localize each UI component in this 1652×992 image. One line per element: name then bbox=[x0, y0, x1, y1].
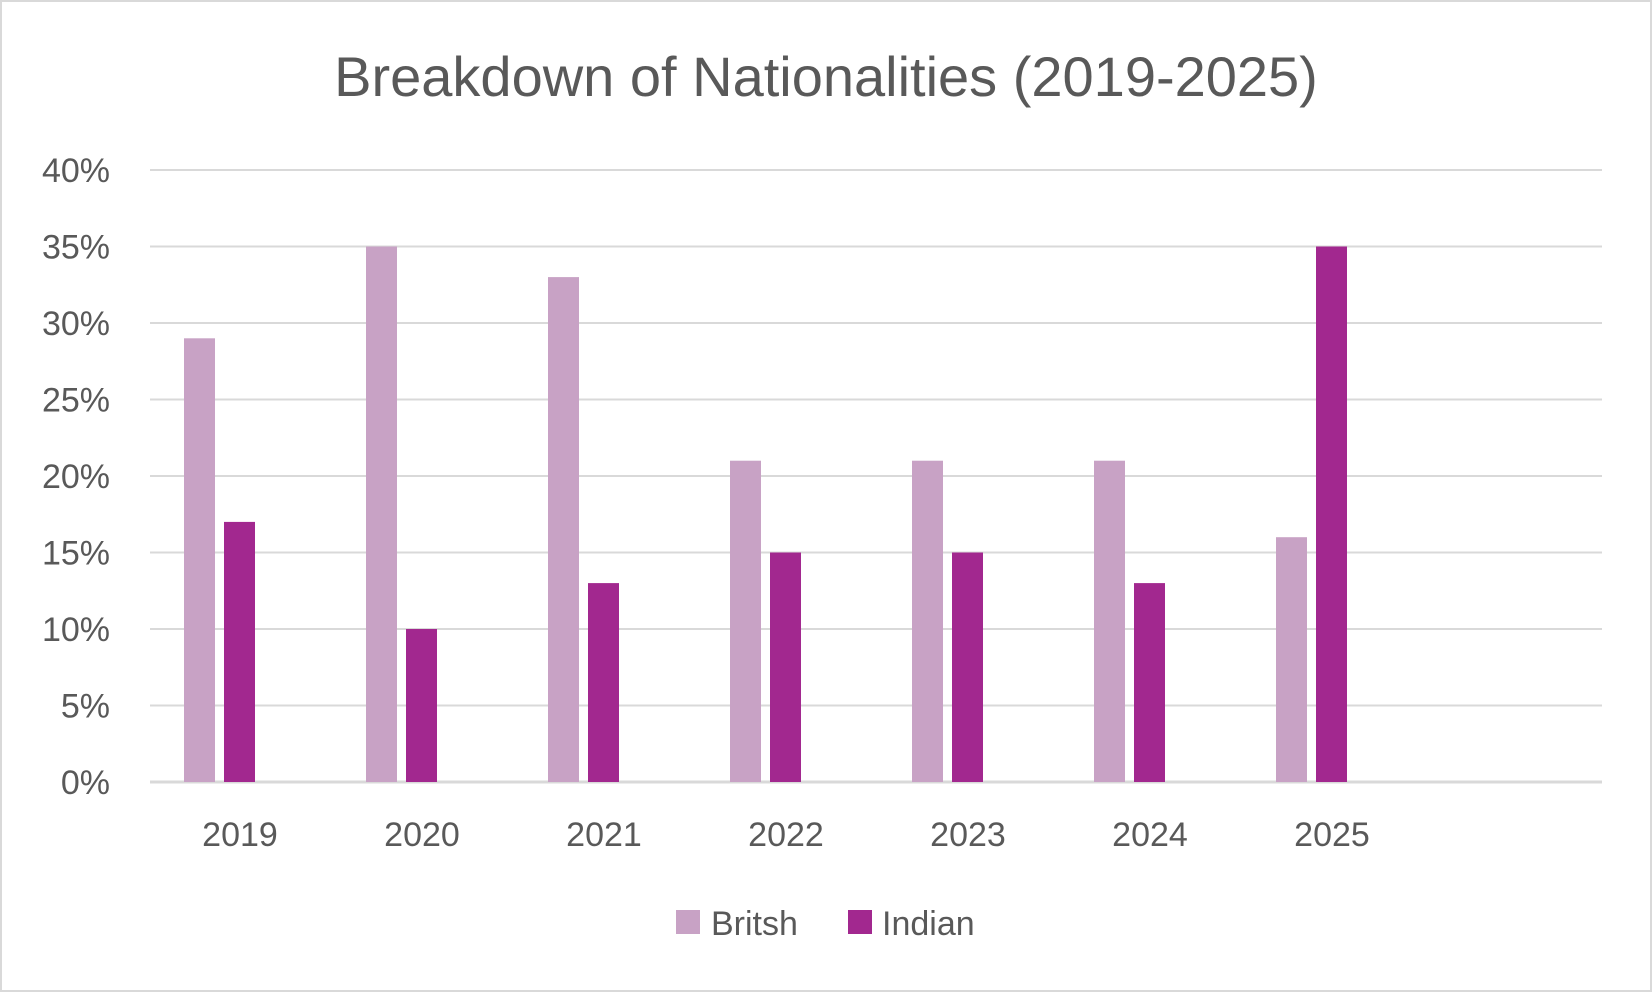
y-tick-label: 40% bbox=[42, 152, 110, 190]
y-tick-label: 15% bbox=[42, 535, 110, 573]
y-axis: 0% 5% 10% 15% 20% 25% 30% 35% 40% bbox=[42, 152, 110, 802]
bar-indian-2020 bbox=[406, 629, 437, 782]
y-tick-label: 35% bbox=[42, 229, 110, 267]
bar-indian-2023 bbox=[952, 552, 983, 782]
y-tick-label: 10% bbox=[42, 611, 110, 649]
legend-swatch-indian bbox=[848, 910, 872, 934]
bar-britsh-2023 bbox=[912, 460, 943, 782]
x-tick-label: 2022 bbox=[748, 816, 824, 854]
bar-britsh-2025 bbox=[1276, 537, 1307, 782]
chart-title: Breakdown of Nationalities (2019-2025) bbox=[334, 45, 1318, 108]
bar-indian-2025 bbox=[1316, 246, 1347, 782]
legend-label-indian: Indian bbox=[882, 905, 975, 943]
bar-indian-2024 bbox=[1134, 583, 1165, 782]
x-tick-label: 2020 bbox=[384, 816, 460, 854]
y-tick-label: 5% bbox=[61, 688, 110, 726]
y-tick-label: 0% bbox=[61, 764, 110, 802]
x-axis: 2019 2020 2021 2022 2023 2024 2025 bbox=[202, 816, 1370, 854]
bar-britsh-2021 bbox=[548, 277, 579, 782]
y-tick-label: 20% bbox=[42, 458, 110, 496]
bar-indian-2022 bbox=[770, 552, 801, 782]
legend-swatch-britsh bbox=[676, 910, 700, 934]
y-tick-label: 25% bbox=[42, 382, 110, 420]
bars bbox=[184, 246, 1347, 782]
bar-indian-2019 bbox=[224, 521, 255, 782]
x-tick-label: 2021 bbox=[566, 816, 642, 854]
x-tick-label: 2023 bbox=[930, 816, 1006, 854]
x-tick-label: 2019 bbox=[202, 816, 278, 854]
legend-label-britsh: Britsh bbox=[711, 905, 798, 943]
bar-britsh-2020 bbox=[366, 246, 397, 782]
y-tick-label: 30% bbox=[42, 305, 110, 343]
legend: Britsh Indian bbox=[676, 905, 975, 943]
x-tick-label: 2025 bbox=[1294, 816, 1370, 854]
x-tick-label: 2024 bbox=[1112, 816, 1188, 854]
bar-britsh-2022 bbox=[730, 460, 761, 782]
bar-britsh-2024 bbox=[1094, 460, 1125, 782]
bar-indian-2021 bbox=[588, 583, 619, 782]
bar-britsh-2019 bbox=[184, 338, 215, 782]
